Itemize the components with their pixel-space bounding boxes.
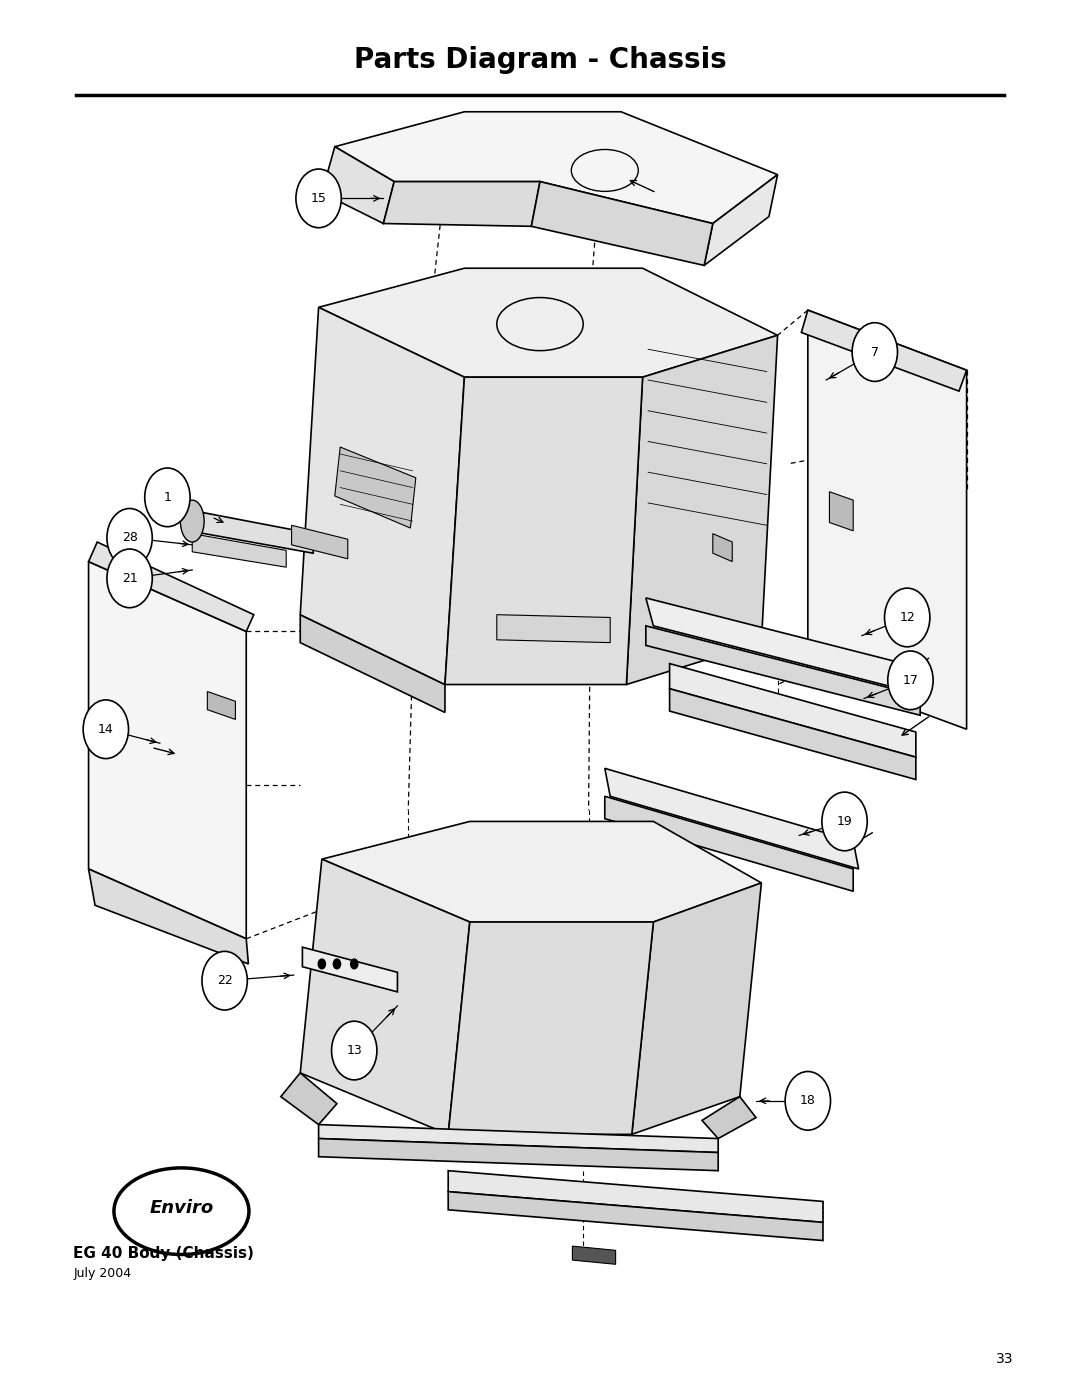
Polygon shape — [335, 447, 416, 528]
Polygon shape — [670, 664, 916, 757]
Polygon shape — [605, 768, 859, 869]
Polygon shape — [531, 182, 713, 265]
Polygon shape — [713, 534, 732, 562]
Polygon shape — [632, 883, 761, 1134]
Text: 22: 22 — [217, 974, 232, 988]
Polygon shape — [300, 859, 470, 1134]
Polygon shape — [319, 268, 778, 377]
Circle shape — [888, 651, 933, 710]
Polygon shape — [207, 692, 235, 719]
Polygon shape — [445, 377, 643, 685]
Polygon shape — [448, 1171, 823, 1222]
Circle shape — [296, 169, 341, 228]
Polygon shape — [497, 615, 610, 643]
Circle shape — [83, 700, 129, 759]
Polygon shape — [572, 1246, 616, 1264]
Text: 19: 19 — [837, 814, 852, 828]
Polygon shape — [300, 615, 445, 712]
Polygon shape — [704, 175, 778, 265]
Polygon shape — [292, 525, 348, 559]
Polygon shape — [808, 310, 967, 729]
Text: 1: 1 — [163, 490, 172, 504]
Text: 14: 14 — [98, 722, 113, 736]
Polygon shape — [89, 542, 254, 631]
Circle shape — [107, 549, 152, 608]
Text: July 2004: July 2004 — [73, 1267, 132, 1280]
Polygon shape — [319, 1139, 718, 1171]
Circle shape — [822, 792, 867, 851]
Polygon shape — [89, 869, 248, 964]
Text: 13: 13 — [347, 1044, 362, 1058]
Polygon shape — [605, 796, 853, 891]
Text: Enviro: Enviro — [149, 1200, 214, 1217]
Polygon shape — [383, 182, 540, 226]
Polygon shape — [322, 147, 394, 224]
Polygon shape — [829, 492, 853, 531]
Polygon shape — [89, 562, 246, 939]
Polygon shape — [322, 821, 761, 922]
Circle shape — [785, 1071, 831, 1130]
Polygon shape — [335, 112, 778, 224]
Text: 33: 33 — [996, 1352, 1013, 1366]
Polygon shape — [646, 626, 920, 715]
Polygon shape — [281, 1073, 337, 1125]
Polygon shape — [448, 922, 653, 1134]
Polygon shape — [192, 534, 286, 567]
Text: 21: 21 — [122, 571, 137, 585]
Text: 7: 7 — [870, 345, 879, 359]
Text: 18: 18 — [800, 1094, 815, 1108]
Text: Parts Diagram - Chassis: Parts Diagram - Chassis — [353, 46, 727, 74]
Circle shape — [885, 588, 930, 647]
Polygon shape — [801, 310, 967, 391]
Polygon shape — [319, 1125, 718, 1153]
Circle shape — [852, 323, 897, 381]
Circle shape — [318, 958, 326, 970]
Text: EG 40 Body (Chassis): EG 40 Body (Chassis) — [73, 1246, 254, 1261]
Polygon shape — [189, 510, 313, 553]
Polygon shape — [646, 598, 927, 696]
Text: 12: 12 — [900, 610, 915, 624]
Polygon shape — [302, 947, 397, 992]
Text: 17: 17 — [903, 673, 918, 687]
Polygon shape — [670, 689, 916, 780]
Circle shape — [107, 509, 152, 567]
Text: 28: 28 — [122, 531, 137, 545]
Circle shape — [202, 951, 247, 1010]
Polygon shape — [702, 1097, 756, 1139]
Circle shape — [145, 468, 190, 527]
Circle shape — [333, 958, 341, 970]
Circle shape — [350, 958, 359, 970]
Polygon shape — [300, 307, 464, 685]
Ellipse shape — [180, 500, 204, 542]
Text: 15: 15 — [311, 191, 326, 205]
Polygon shape — [448, 1192, 823, 1241]
Circle shape — [332, 1021, 377, 1080]
Polygon shape — [626, 335, 778, 685]
